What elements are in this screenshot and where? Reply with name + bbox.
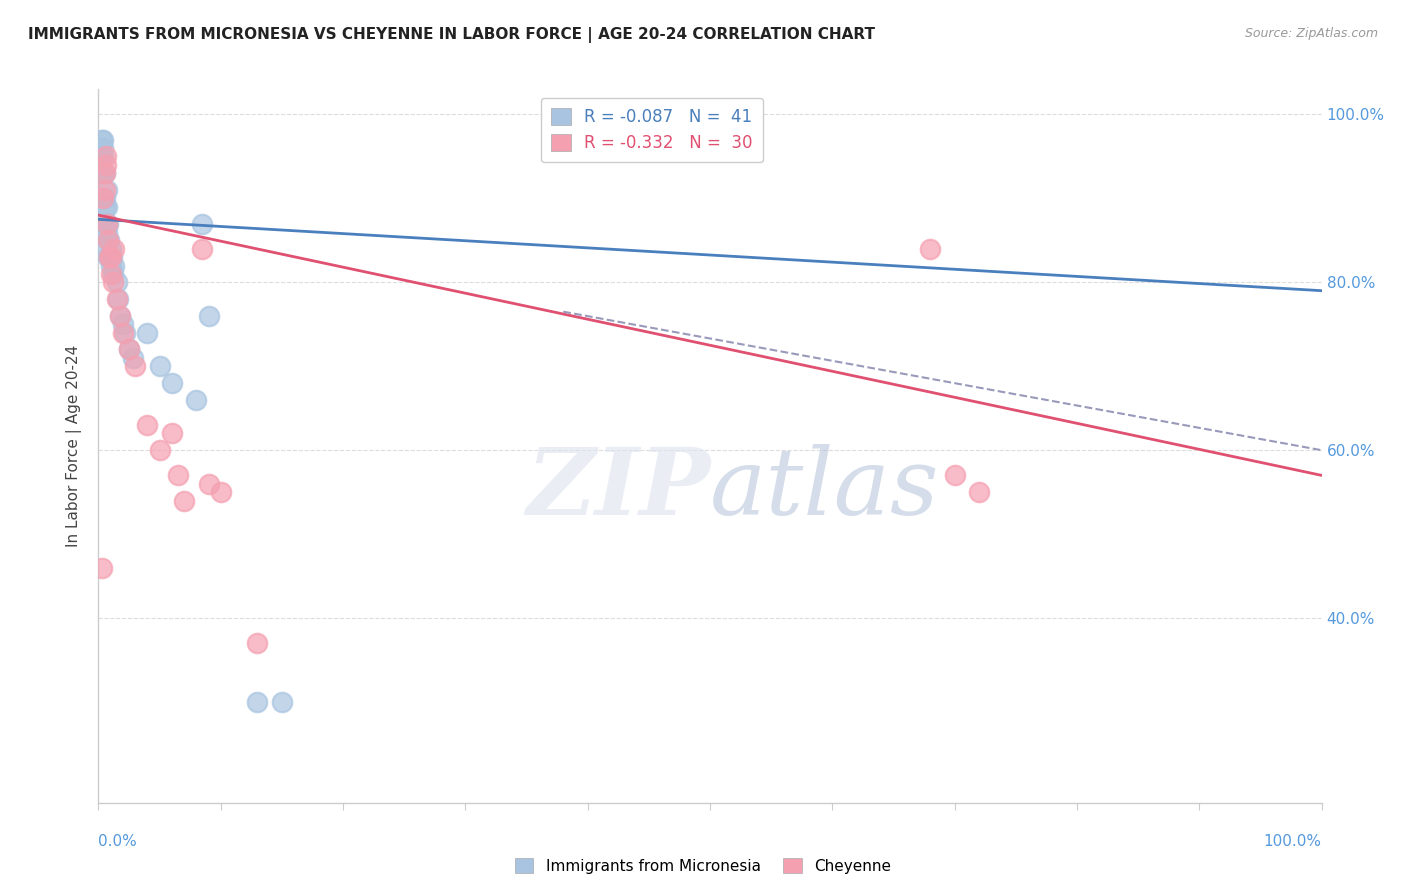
- Point: [101, 267, 124, 281]
- Point: [100, 259, 122, 273]
- Point: [111, 326, 134, 340]
- Text: IMMIGRANTS FROM MICRONESIA VS CHEYENNE IN LABOR FORCE | AGE 20-24 CORRELATION CH: IMMIGRANTS FROM MICRONESIA VS CHEYENNE I…: [28, 27, 875, 43]
- Text: ZIP: ZIP: [526, 444, 710, 533]
- Point: [93, 183, 115, 197]
- Point: [93, 200, 115, 214]
- Y-axis label: In Labor Force | Age 20-24: In Labor Force | Age 20-24: [66, 345, 83, 547]
- Point: [167, 468, 190, 483]
- Point: [97, 233, 120, 247]
- Point: [149, 443, 172, 458]
- Point: [94, 217, 117, 231]
- Point: [98, 250, 121, 264]
- Point: [97, 250, 120, 264]
- Legend: R = -0.087   N =  41, R = -0.332   N =  30: R = -0.087 N = 41, R = -0.332 N = 30: [541, 97, 763, 162]
- Point: [967, 485, 990, 500]
- Text: atlas: atlas: [710, 444, 939, 533]
- Point: [96, 217, 118, 231]
- Point: [118, 343, 141, 357]
- Point: [91, 132, 114, 146]
- Point: [270, 695, 294, 709]
- Point: [136, 326, 159, 340]
- Point: [91, 166, 114, 180]
- Point: [191, 242, 214, 256]
- Point: [93, 217, 115, 231]
- Point: [91, 191, 114, 205]
- Point: [124, 359, 146, 374]
- Point: [160, 426, 183, 441]
- Point: [91, 141, 114, 155]
- Point: [191, 217, 214, 231]
- Point: [246, 695, 269, 709]
- Point: [149, 359, 172, 374]
- Point: [94, 242, 117, 256]
- Point: [100, 242, 122, 256]
- Point: [110, 309, 132, 323]
- Point: [93, 166, 115, 180]
- Point: [118, 343, 141, 357]
- Point: [197, 309, 219, 323]
- Point: [943, 468, 966, 483]
- Point: [114, 326, 136, 340]
- Legend: Immigrants from Micronesia, Cheyenne: Immigrants from Micronesia, Cheyenne: [509, 852, 897, 880]
- Point: [160, 376, 183, 390]
- Text: 100.0%: 100.0%: [1264, 834, 1322, 849]
- Text: 0.0%: 0.0%: [98, 834, 138, 849]
- Point: [103, 259, 125, 273]
- Point: [98, 250, 121, 264]
- Point: [91, 149, 114, 163]
- Point: [920, 242, 942, 256]
- Point: [91, 149, 114, 163]
- Point: [197, 476, 219, 491]
- Point: [111, 318, 134, 332]
- Point: [96, 217, 118, 231]
- Point: [96, 200, 118, 214]
- Point: [97, 233, 120, 247]
- Point: [94, 149, 117, 163]
- Point: [100, 267, 122, 281]
- Point: [94, 158, 117, 172]
- Point: [96, 225, 118, 239]
- Point: [97, 217, 120, 231]
- Point: [101, 250, 124, 264]
- Point: [101, 275, 124, 289]
- Point: [93, 191, 115, 205]
- Point: [105, 275, 128, 289]
- Point: [173, 493, 195, 508]
- Point: [96, 183, 118, 197]
- Point: [91, 560, 114, 574]
- Point: [107, 292, 129, 306]
- Point: [121, 351, 143, 365]
- Point: [110, 309, 132, 323]
- Point: [103, 242, 125, 256]
- Point: [98, 233, 121, 247]
- Point: [93, 166, 115, 180]
- Point: [186, 392, 208, 407]
- Text: Source: ZipAtlas.com: Source: ZipAtlas.com: [1244, 27, 1378, 40]
- Point: [91, 132, 114, 146]
- Point: [105, 292, 128, 306]
- Point: [100, 250, 122, 264]
- Point: [209, 485, 232, 500]
- Point: [136, 417, 159, 432]
- Point: [246, 636, 269, 650]
